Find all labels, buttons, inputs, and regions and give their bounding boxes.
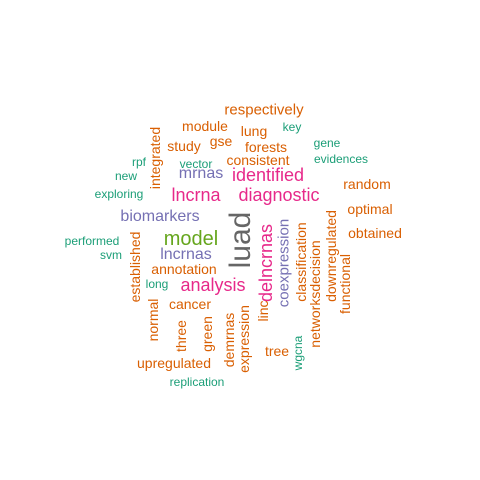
- word-model: model: [163, 228, 219, 250]
- word-gene: gene: [313, 136, 341, 150]
- word-green: green: [199, 316, 215, 352]
- word-analysis: analysis: [180, 275, 246, 295]
- word-forests: forests: [244, 139, 288, 155]
- word-study: study: [167, 138, 201, 154]
- word-normal: normal: [145, 298, 161, 342]
- word-networksdecision: networksdecision: [307, 240, 323, 348]
- word-identified: identified: [231, 165, 305, 185]
- word-functional: functional: [337, 254, 353, 314]
- word-integrated: integrated: [147, 126, 163, 190]
- word-classification: classification: [293, 222, 309, 302]
- word-expression: expression: [236, 305, 252, 373]
- word-coexpression: coexpression: [275, 218, 293, 308]
- word-luad: luad: [224, 211, 257, 269]
- word-key: key: [282, 120, 302, 134]
- word-cancer: cancer: [168, 296, 212, 312]
- word-annotation: annotation: [151, 261, 217, 277]
- word-mrnas: mrnas: [178, 165, 224, 182]
- word-random: random: [343, 176, 391, 192]
- word-evidences: evidences: [313, 152, 369, 166]
- word-lung: lung: [240, 123, 268, 139]
- word-lncrnas: lncrnas: [160, 246, 212, 263]
- word-module: module: [182, 118, 228, 134]
- word-lncrna: lncrna: [171, 185, 221, 205]
- word-tree: tree: [264, 343, 290, 359]
- word-downregulated: downregulated: [323, 210, 339, 302]
- word-consistent: consistent: [226, 152, 290, 168]
- word-linc: linc: [255, 300, 271, 322]
- word-delncrnas: delncrnas: [256, 223, 276, 303]
- word-diagnostic: diagnostic: [238, 185, 320, 205]
- word-svm: svm: [100, 248, 122, 262]
- word-performed: performed: [64, 234, 120, 248]
- word-new: new: [114, 169, 138, 183]
- word-optimal: optimal: [347, 201, 393, 217]
- word-replication: replication: [169, 375, 225, 389]
- word-rpf: rpf: [131, 155, 147, 169]
- word-long: long: [145, 277, 169, 291]
- word-vector: vector: [179, 157, 213, 171]
- word-obtained: obtained: [348, 225, 402, 241]
- word-established: established: [127, 231, 143, 303]
- word-exploring: exploring: [94, 187, 144, 201]
- word-three: three: [173, 320, 189, 352]
- word-gse: gse: [209, 133, 233, 149]
- word-upregulated: upregulated: [137, 355, 211, 371]
- word-demrnas: demrnas: [221, 312, 237, 368]
- word-biomarkers: biomarkers: [120, 208, 200, 225]
- word-wgcna: wgcna: [291, 335, 305, 371]
- word-respectively: respectively: [224, 101, 304, 119]
